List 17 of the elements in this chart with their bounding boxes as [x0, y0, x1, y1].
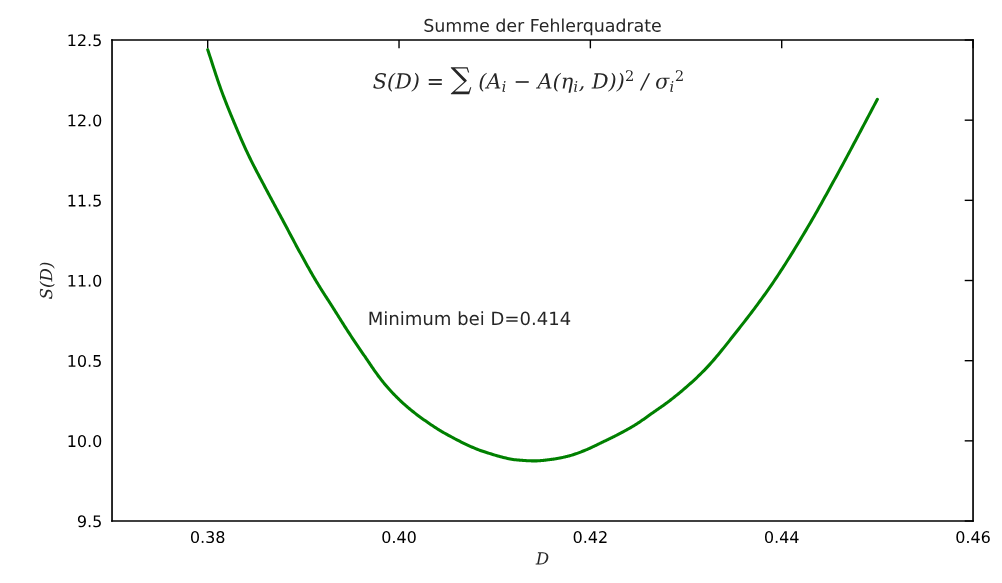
x-tick-label: 0.44 [764, 531, 799, 544]
x-tick-label: 0.40 [382, 531, 416, 544]
y-axis-title: S(D) [39, 262, 55, 299]
x-axis-title: D [535, 552, 549, 565]
text: S(D) = ∑ (A$_{i}$ − A(η$_{i}$, D))$^{2}$ / σ$_{i}$$^{2}$ [373, 67, 683, 95]
y-tick-label: 12.5 [68, 34, 101, 47]
y-tick-label: 10.0 [68, 435, 102, 448]
y-tick-label: 10.5 [68, 354, 101, 367]
x-tick-label: 0.38 [190, 531, 225, 544]
y-tick-label: 12.0 [68, 114, 102, 127]
annotation: Minimum bei D=0.414 [369, 311, 571, 326]
chart-title: Summe der Fehlerquadrate [424, 18, 661, 36]
x-tick-label: 0.46 [956, 531, 990, 544]
y-tick-label: 11.5 [68, 194, 101, 207]
x-tick-label: 0.42 [573, 531, 607, 544]
y-tick-label: 11.0 [68, 274, 102, 287]
y-tick-label: 9.5 [77, 515, 101, 528]
